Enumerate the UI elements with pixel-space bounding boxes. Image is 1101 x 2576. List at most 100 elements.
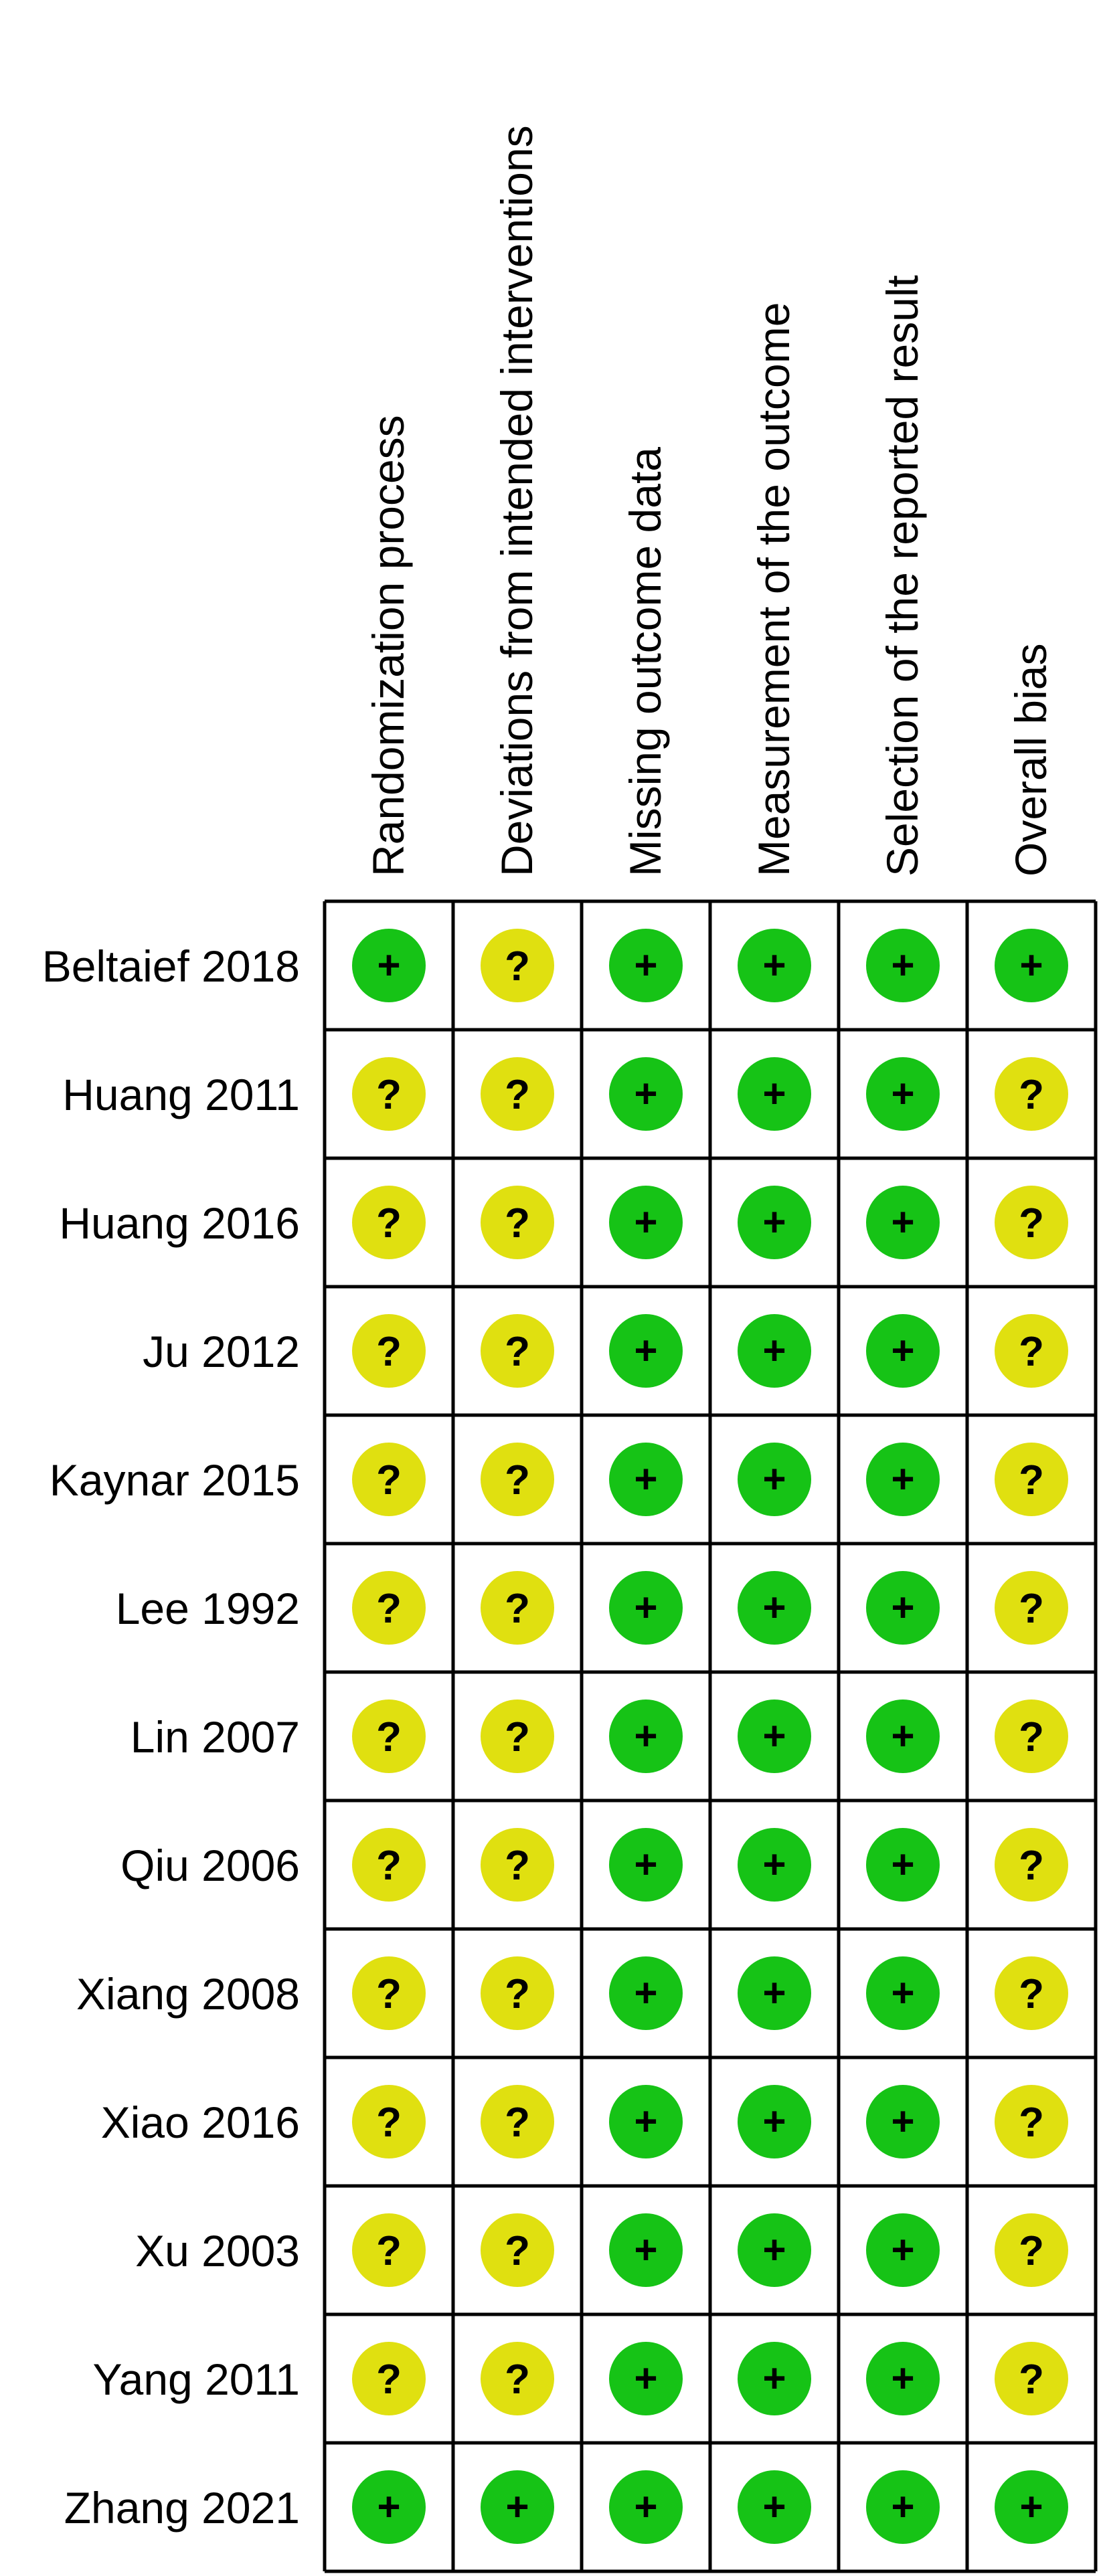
judgement-symbol: + <box>1019 2484 1043 2529</box>
judgement-mark <box>995 2470 1068 2544</box>
judgement-symbol: + <box>634 2099 657 2144</box>
judgement-symbol: + <box>762 1842 786 1887</box>
question-circle-icon: ? <box>481 1443 554 1516</box>
plus-circle-icon: + <box>609 929 683 1002</box>
judgement-symbol: + <box>891 1071 914 1116</box>
question-circle-icon: ? <box>481 1956 554 2030</box>
question-circle-icon: ? <box>995 1828 1068 1902</box>
plus-circle-icon: + <box>866 1828 940 1902</box>
judgement-symbol: ? <box>376 2100 402 2146</box>
judgement-symbol: + <box>634 1071 657 1116</box>
judgement-symbol: + <box>762 1071 786 1116</box>
judgement-symbol: ? <box>505 1843 530 1889</box>
judgement-symbol: + <box>891 1200 914 1245</box>
plus-circle-icon: + <box>738 1186 811 1259</box>
question-circle-icon: ? <box>481 1571 554 1645</box>
plus-circle-icon: + <box>866 2342 940 2415</box>
judgement-symbol: + <box>762 1200 786 1245</box>
judgement-mark <box>995 1443 1068 1516</box>
plus-circle-icon: + <box>995 929 1068 1002</box>
judgement-mark <box>352 1057 426 1131</box>
domain-header: Missing outcome data <box>620 447 670 877</box>
plus-circle-icon: + <box>738 929 811 1002</box>
plus-circle-icon: + <box>866 2213 940 2287</box>
judgement-symbol: + <box>634 1842 657 1887</box>
question-circle-icon: ? <box>995 1443 1068 1516</box>
judgement-symbol: + <box>891 943 914 988</box>
question-circle-icon: ? <box>352 1571 426 1645</box>
plus-circle-icon: + <box>866 1956 940 2030</box>
judgement-mark <box>866 2085 940 2158</box>
judgement-mark <box>609 1571 683 1645</box>
question-circle-icon: ? <box>995 2342 1068 2415</box>
judgement-symbol: + <box>634 1970 657 2015</box>
judgement-mark <box>866 929 940 1002</box>
judgement-mark <box>866 1443 940 1516</box>
question-circle-icon: ? <box>995 2213 1068 2287</box>
judgement-mark <box>866 1699 940 1773</box>
study-label: Qiu 2006 <box>120 1841 300 1890</box>
judgement-symbol: ? <box>1019 1329 1044 1375</box>
judgement-symbol: ? <box>505 2100 530 2146</box>
judgement-mark <box>481 2085 554 2158</box>
judgement-mark <box>481 2342 554 2415</box>
judgement-symbol: + <box>762 1970 786 2015</box>
judgement-symbol: + <box>762 1457 786 1501</box>
question-circle-icon: ? <box>995 1699 1068 1773</box>
question-circle-icon: ? <box>995 1314 1068 1388</box>
judgement-mark <box>481 1571 554 1645</box>
question-circle-icon: ? <box>352 1314 426 1388</box>
plus-circle-icon: + <box>738 2213 811 2287</box>
judgement-symbol: ? <box>505 1329 530 1375</box>
judgement-mark <box>866 1956 940 2030</box>
judgement-symbol: ? <box>1019 1971 1044 2017</box>
question-circle-icon: ? <box>995 1956 1068 2030</box>
judgement-mark <box>995 1571 1068 1645</box>
judgement-mark <box>866 1828 940 1902</box>
judgement-mark <box>609 1314 683 1388</box>
question-circle-icon: ? <box>481 1057 554 1131</box>
judgement-symbol: + <box>762 2099 786 2144</box>
judgement-mark <box>995 1314 1068 1388</box>
study-label: Zhang 2021 <box>64 2483 300 2533</box>
plus-circle-icon: + <box>609 1571 683 1645</box>
plus-circle-icon: + <box>609 2085 683 2158</box>
plus-circle-icon: + <box>866 1699 940 1773</box>
judgement-symbol: ? <box>1019 1586 1044 1632</box>
judgement-mark <box>609 1057 683 1131</box>
judgement-symbol: ? <box>1019 1843 1044 1889</box>
judgement-mark <box>866 1186 940 1259</box>
judgement-mark <box>866 1571 940 1645</box>
plus-circle-icon: + <box>738 1314 811 1388</box>
judgement-mark <box>609 929 683 1002</box>
judgement-symbol: + <box>377 943 400 988</box>
judgement-mark <box>995 1186 1068 1259</box>
question-circle-icon: ? <box>352 1699 426 1773</box>
plus-circle-icon: + <box>738 2470 811 2544</box>
plus-circle-icon: + <box>738 1571 811 1645</box>
judgement-symbol: ? <box>505 2228 530 2274</box>
judgement-mark <box>481 2213 554 2287</box>
judgement-symbol: ? <box>505 1586 530 1632</box>
plus-circle-icon: + <box>995 2470 1068 2544</box>
judgement-symbol: ? <box>376 1586 402 1632</box>
judgement-symbol: ? <box>376 1200 402 1247</box>
judgement-mark <box>609 1186 683 1259</box>
judgement-mark <box>995 1828 1068 1902</box>
question-circle-icon: ? <box>352 2342 426 2415</box>
judgement-mark <box>609 2342 683 2415</box>
question-circle-icon: ? <box>481 929 554 1002</box>
domain-header: Randomization process <box>363 415 413 877</box>
question-circle-icon: ? <box>995 1571 1068 1645</box>
study-label: Yang 2011 <box>92 2355 300 2404</box>
plus-circle-icon: + <box>866 1443 940 1516</box>
domain-header: Deviations from intended interventions <box>492 125 541 877</box>
judgement-mark <box>481 1057 554 1131</box>
question-circle-icon: ? <box>352 1956 426 2030</box>
judgement-symbol: + <box>891 2227 914 2272</box>
plus-circle-icon: + <box>738 1956 811 2030</box>
judgement-mark <box>352 1443 426 1516</box>
judgement-symbol: ? <box>376 1971 402 2017</box>
judgement-mark <box>738 929 811 1002</box>
